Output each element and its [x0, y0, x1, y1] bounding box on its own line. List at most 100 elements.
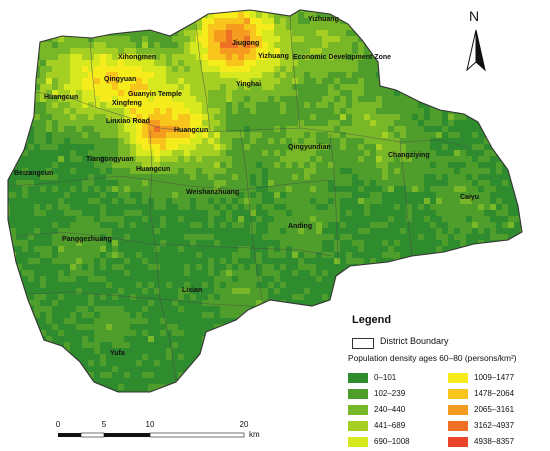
density-cell	[178, 156, 185, 163]
density-cell	[112, 48, 119, 55]
density-cell	[184, 246, 191, 253]
density-cell	[196, 318, 203, 325]
density-cell	[430, 162, 437, 169]
density-cell	[328, 120, 335, 127]
density-cell	[442, 132, 449, 139]
density-cell	[64, 72, 71, 79]
density-cell	[436, 294, 443, 301]
density-cell	[220, 264, 227, 271]
density-cell	[412, 186, 419, 193]
density-cell	[382, 72, 389, 79]
density-cell	[214, 198, 221, 205]
density-cell	[214, 282, 221, 289]
density-cell	[334, 246, 341, 253]
density-cell	[292, 156, 299, 163]
density-cell	[40, 10, 47, 13]
density-cell	[274, 216, 281, 223]
density-cell	[292, 222, 299, 229]
density-cell	[70, 330, 77, 337]
density-cell	[22, 342, 29, 349]
density-cell	[46, 78, 53, 85]
density-cell	[178, 72, 185, 79]
density-cell	[64, 246, 71, 253]
density-cell	[52, 258, 59, 265]
density-cell	[292, 18, 299, 25]
density-cell	[58, 258, 65, 265]
density-cell	[106, 162, 113, 169]
density-cell	[412, 174, 419, 181]
density-cell	[190, 102, 197, 109]
density-cell	[442, 60, 449, 67]
density-cell	[310, 300, 317, 307]
density-cell	[490, 138, 497, 145]
density-cell	[76, 330, 83, 337]
density-cell	[34, 150, 41, 157]
density-cell	[424, 288, 431, 295]
density-cell	[190, 24, 197, 31]
density-cell	[298, 72, 305, 79]
density-cell	[256, 120, 263, 127]
density-cell	[8, 234, 11, 241]
density-cell	[160, 42, 167, 49]
density-cell	[58, 318, 65, 325]
density-cell	[58, 126, 65, 133]
density-cell	[28, 168, 35, 175]
density-cell	[208, 240, 215, 247]
density-cell	[124, 192, 131, 199]
density-cell	[208, 96, 215, 103]
density-cell	[130, 126, 137, 133]
density-cell	[292, 228, 299, 235]
density-cell	[124, 312, 131, 319]
density-cell	[148, 114, 155, 121]
density-cell	[262, 42, 269, 49]
density-cell	[328, 24, 335, 31]
density-cell	[364, 10, 371, 13]
density-cell	[142, 228, 149, 235]
density-cell	[208, 336, 215, 343]
density-cell	[454, 84, 461, 91]
density-cell	[8, 54, 11, 61]
density-cell	[286, 288, 293, 295]
density-cell	[274, 180, 281, 187]
density-cell	[112, 144, 119, 151]
density-cell	[436, 174, 443, 181]
density-cell	[382, 198, 389, 205]
density-cell	[298, 60, 305, 67]
density-cell	[160, 246, 167, 253]
density-cell	[448, 162, 455, 169]
density-cell	[376, 138, 383, 145]
density-cell	[148, 132, 155, 139]
density-cell	[8, 10, 11, 13]
density-cell	[454, 180, 461, 187]
density-cell	[412, 222, 419, 229]
density-cell	[382, 204, 389, 211]
density-cell	[490, 288, 497, 295]
density-cell	[214, 102, 221, 109]
density-cell	[304, 180, 311, 187]
density-cell	[250, 60, 257, 67]
density-cell	[280, 54, 287, 61]
density-cell	[136, 282, 143, 289]
density-cell	[202, 48, 209, 55]
density-cell	[430, 240, 437, 247]
density-cell	[256, 300, 263, 307]
density-cell	[94, 216, 101, 223]
density-cell	[280, 222, 287, 229]
density-cell	[292, 324, 299, 331]
density-cell	[400, 30, 407, 37]
density-cell	[268, 24, 275, 31]
density-cell	[208, 312, 215, 319]
density-cell	[244, 162, 251, 169]
density-cell	[160, 156, 167, 163]
density-cell	[160, 18, 167, 25]
density-cell	[88, 240, 95, 247]
density-cell	[10, 240, 17, 247]
density-cell	[226, 126, 233, 133]
density-cell	[508, 78, 515, 85]
density-cell	[160, 132, 167, 139]
density-cell	[172, 120, 179, 127]
density-cell	[178, 324, 185, 331]
density-cell	[412, 114, 419, 121]
density-cell	[226, 18, 233, 25]
density-cell	[232, 138, 239, 145]
